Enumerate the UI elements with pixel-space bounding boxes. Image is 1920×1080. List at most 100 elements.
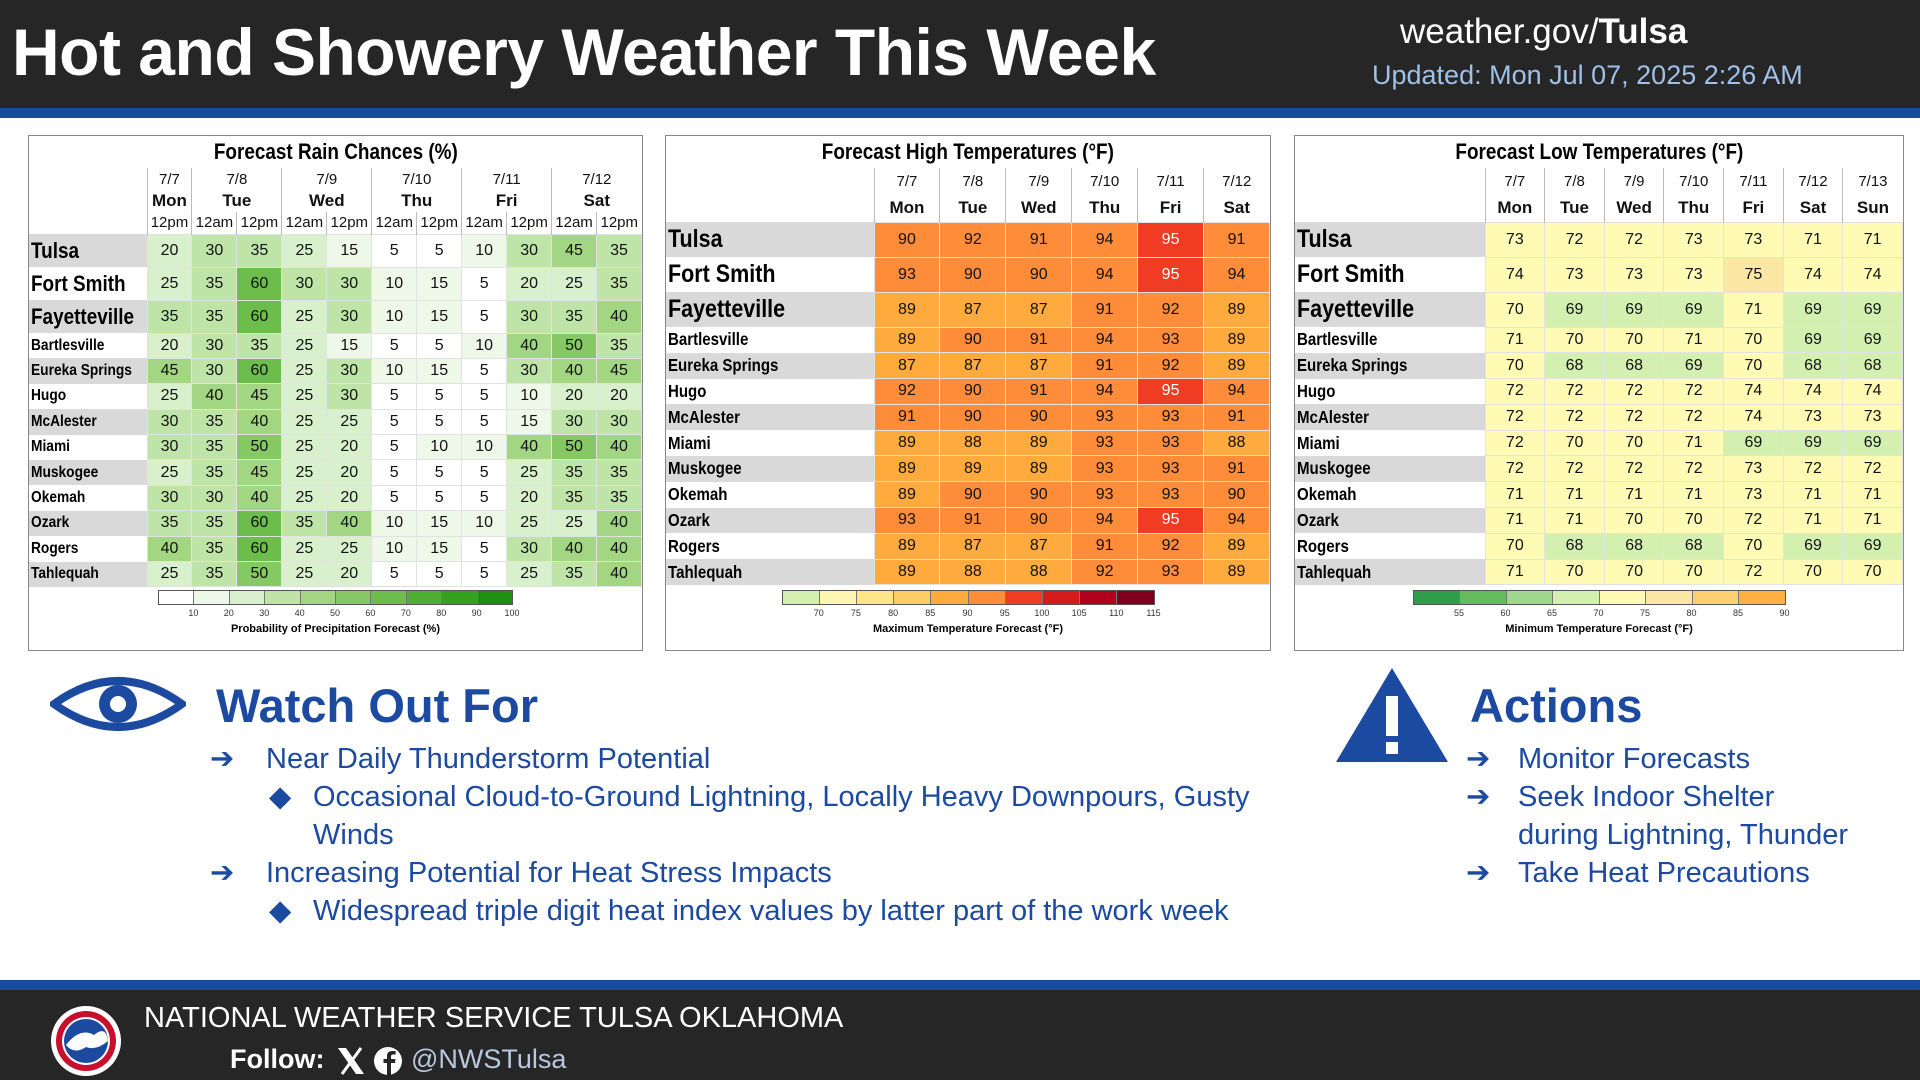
value-cell: 40 [326, 510, 373, 537]
value-cell: 93 [1137, 481, 1205, 509]
value-cell: 40 [596, 561, 642, 588]
city-cell: Bartlesville [1295, 327, 1485, 353]
value-cell: 20 [326, 484, 373, 512]
value-cell: 5 [461, 383, 508, 410]
site-link[interactable]: weather.gov/Tulsa [1400, 12, 1687, 52]
value-cell: 25 [281, 233, 328, 268]
value-cell: 69 [1782, 326, 1844, 354]
value-cell: 35 [191, 535, 238, 563]
value-cell: 30 [326, 299, 373, 334]
value-cell: 90 [1005, 481, 1073, 509]
city-cell: Hugo [666, 378, 874, 405]
value-cell: 30 [191, 233, 238, 268]
date-header: 7/7 [1484, 168, 1545, 195]
value-cell: 73 [1484, 221, 1546, 258]
value-cell: 25 [281, 299, 328, 334]
legend-tick: 50 [330, 608, 341, 618]
legend-tick: 65 [1546, 608, 1557, 618]
social-handle[interactable]: @NWSTulsa [411, 1044, 567, 1074]
value-cell: 95 [1137, 256, 1205, 293]
value-cell: 20 [596, 383, 642, 410]
value-cell: 35 [596, 266, 642, 301]
value-cell: 91 [1071, 352, 1139, 380]
table-title: Forecast High Temperatures (°F) [666, 136, 1270, 168]
value-cell: 70 [1484, 352, 1546, 380]
city-row: Hugo 92 90 91 94 95 94 [666, 378, 1270, 405]
value-cell: 95 [1137, 507, 1205, 534]
city-name: Okemah [1297, 484, 1357, 505]
header-strip [0, 108, 1920, 118]
header-blank [29, 212, 147, 234]
value-cell: 71 [1842, 221, 1903, 258]
legend-tick: 105 [1071, 608, 1087, 618]
value-cell: 71 [1663, 326, 1725, 354]
city-row: McAlester 30 35 40 25 25 5 5 5 15 30 30 [29, 408, 642, 436]
value-cell: 70 [1663, 507, 1725, 534]
value-cell: 73 [1663, 256, 1725, 293]
value-cell: 71 [1663, 481, 1725, 509]
date-header: 7/11 [1723, 168, 1784, 195]
value-cell: 71 [1544, 481, 1605, 509]
value-cell: 71 [1484, 558, 1546, 586]
value-cell: 89 [873, 429, 941, 457]
date-header: 7/8 [939, 168, 1006, 195]
value-cell: 69 [1782, 532, 1844, 560]
value-cell: 35 [191, 561, 238, 588]
arrow-bullet: ➔ [1466, 857, 1491, 889]
time-header: 12pm [326, 212, 372, 234]
value-cell: 35 [281, 510, 328, 537]
value-cell: 88 [939, 429, 1007, 457]
value-cell: 70 [1663, 558, 1725, 586]
header-row: 12pm 12am 12pm 12am 12pm 12am 12pm 12am 12pm 12am… [29, 212, 642, 234]
header-row: Mon Tue Wed Thu Fri Sat [29, 190, 642, 212]
arrow-bullet: ➔ [210, 857, 235, 889]
day-header: Thu [1071, 195, 1138, 222]
day-header: Wed [1603, 195, 1664, 222]
city-name: Bartlesville [1297, 329, 1378, 350]
city-name: Okemah [668, 484, 728, 505]
social-icons[interactable] [336, 1046, 406, 1076]
value-cell: 5 [461, 299, 508, 334]
city-cell: Okemah [666, 481, 874, 508]
value-cell: 5 [461, 357, 508, 385]
city-cell: Tulsa [666, 222, 874, 257]
value-cell: 5 [461, 484, 508, 512]
legend-tick: 100 [504, 608, 520, 618]
date-header: 7/10 [1071, 168, 1138, 195]
legend-tick: 90 [1779, 608, 1790, 618]
value-cell: 5 [461, 459, 508, 486]
city-name: Ozark [31, 514, 70, 532]
value-cell: 73 [1663, 221, 1725, 258]
legend-label: Minimum Temperature Forecast (°F) [1505, 623, 1693, 635]
legend-tick: 60 [365, 608, 376, 618]
city-cell: Ozark [1295, 507, 1485, 534]
value-cell: 89 [1203, 291, 1270, 328]
actions-title: Actions [1470, 679, 1643, 732]
value-cell: 30 [326, 383, 373, 410]
legend-swatch: 80 [405, 591, 446, 618]
value-cell: 35 [191, 299, 238, 334]
value-cell: 25 [146, 266, 193, 301]
date-header: 7/8 [1544, 168, 1605, 195]
legend-tick: 110 [1109, 608, 1124, 618]
value-cell: 70 [1544, 558, 1605, 586]
city-name: Tulsa [1297, 225, 1352, 253]
city-row: Ozark 71 71 70 70 72 71 71 [1295, 507, 1903, 534]
city-name: Bartlesville [31, 336, 105, 354]
value-cell: 35 [551, 484, 598, 512]
value-cell: 50 [236, 434, 283, 461]
value-cell: 74 [1842, 256, 1903, 293]
value-cell: 92 [939, 221, 1007, 258]
city-row: Muskogee 89 89 89 93 93 91 [666, 455, 1270, 483]
legend-swatch: 20 [193, 591, 234, 618]
city-cell: Ozark [29, 510, 147, 537]
legend-swatch: 90 [441, 591, 482, 618]
city-row: Muskogee 72 72 72 72 73 72 72 [1295, 455, 1903, 483]
city-cell: Eureka Springs [666, 352, 874, 379]
value-cell: 25 [326, 535, 373, 563]
value-cell: 30 [506, 535, 553, 563]
value-cell: 5 [461, 561, 508, 588]
header-bar [0, 0, 1920, 108]
value-cell: 10 [416, 434, 463, 461]
value-cell: 50 [551, 332, 598, 359]
